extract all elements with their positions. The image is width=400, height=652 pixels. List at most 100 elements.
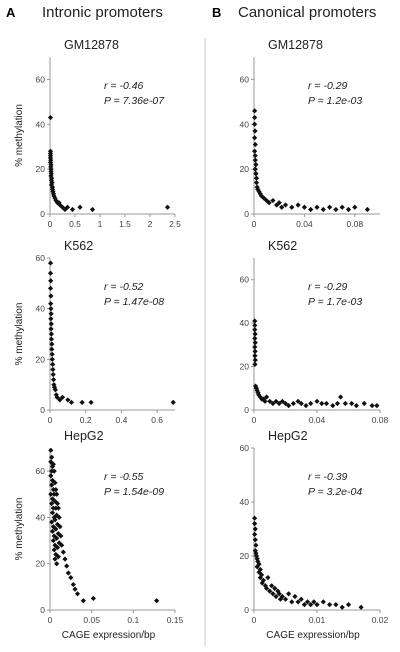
chart-a-1-point <box>164 204 171 210</box>
chart-a-2-x-tick-label: 0 <box>48 415 53 425</box>
chart-a-3-point <box>62 556 68 562</box>
chart-b-2-point <box>273 398 279 404</box>
chart-b-1-x-tick-label: 0.08 <box>347 219 364 229</box>
chart-b-1-point <box>253 171 259 177</box>
chart-b-3-point <box>282 596 289 602</box>
chart-b-1-point <box>252 157 258 163</box>
chart-b-3-point <box>295 599 301 605</box>
chart-b-3-point <box>279 593 285 600</box>
chart-b-3-point <box>254 556 260 562</box>
chart-b-3-y-tick-label: 0 <box>244 605 249 615</box>
chart-a-2-x-tick-label: 0.2 <box>80 415 92 425</box>
chart-b-1-title: GM12878 <box>268 38 323 52</box>
chart-b-1-point <box>308 206 314 213</box>
chart-a-1-point <box>77 204 83 210</box>
chart-b-1-stat-p: P = 1.2e-03 <box>308 95 362 107</box>
chart-a-2-point <box>53 392 59 398</box>
chart-a-3-point <box>56 514 62 521</box>
chart-b-2-point <box>282 400 289 407</box>
chart-b-3-point <box>260 577 267 583</box>
chart-b-1-point <box>252 148 258 154</box>
chart-b-1-point <box>252 121 258 127</box>
chart-a-1-x-tick-label: 1 <box>98 219 103 229</box>
chart-b-2-point <box>252 357 258 363</box>
chart-b-3-point <box>311 599 317 605</box>
chart-b-1-x-tick-label: 0.04 <box>296 219 313 229</box>
chart-b-2-point <box>270 400 276 407</box>
chart-a-3-point <box>74 591 81 597</box>
chart-b-3-point <box>275 588 281 594</box>
chart-b-3-point <box>254 564 260 570</box>
chart-a-2-point <box>48 326 54 332</box>
chart-b-2-point <box>264 394 270 400</box>
chart-b-1-point <box>252 108 258 114</box>
chart-a-2-point <box>49 351 55 357</box>
chart-b-3-point <box>308 602 314 608</box>
chart-a-3-point <box>65 570 71 576</box>
chart-b-2-point <box>286 403 292 409</box>
chart-b-2-title: K562 <box>268 239 297 253</box>
chart-a-2-point <box>48 316 54 322</box>
chart-b-2-x-tick-label: 0 <box>252 415 257 425</box>
chart-a-2-y-label: % methylation <box>14 303 25 366</box>
chart-b-1-point <box>255 186 261 192</box>
chart-b-1-point <box>295 202 301 208</box>
chart-a-3-y-tick-label: 20 <box>36 559 46 569</box>
chart-a-1-point <box>89 206 96 213</box>
chart-b-2-stat-r: r = -0.29 <box>308 281 348 293</box>
chart-a-2-point <box>49 356 55 362</box>
chart-b-2: 0 20 40 60 0 0.04 0.08 K562 r = -0.29 P = 1.7e-03 <box>240 239 389 425</box>
chart-b-3-stat-r: r = -0.39 <box>308 471 348 483</box>
chart-b-1-point <box>254 184 260 190</box>
chart-b-3-point <box>269 583 275 589</box>
chart-b-2-point <box>369 403 375 409</box>
chart-a-3-point <box>55 554 61 560</box>
chart-b-3-y-tick-label: 20 <box>240 551 250 561</box>
chart-b-2-point <box>252 383 259 389</box>
chart-a-1-y-tick-label: 60 <box>36 74 46 84</box>
chart-b-3-point <box>339 604 345 610</box>
chart-b-3-point <box>256 561 262 567</box>
panel-b-letter: B <box>212 5 221 20</box>
chart-b-3-point <box>272 585 278 591</box>
chart-a-1-point <box>47 114 54 121</box>
chart-b-2-point <box>260 396 267 402</box>
chart-a-3-y-tick-label: 0 <box>40 605 45 615</box>
chart-a-1-y-tick-label: 20 <box>36 164 46 174</box>
chart-b-2-point <box>298 400 304 407</box>
chart-a-2-y-tick-label: 20 <box>36 354 46 364</box>
chart-a-3-point <box>49 528 56 534</box>
chart-a-3-x-tick-label: 0.15 <box>167 615 184 625</box>
chart-a-3: 0 20 40 60 0 0.05 0.1 0.15 HepG2 r = -0.55 P = 1.5… <box>14 429 184 641</box>
chart-b-3-point <box>252 515 258 521</box>
chart-a-1-x-tick-label: 1.5 <box>119 219 131 229</box>
chart-a-2-point <box>47 285 54 291</box>
chart-a-2-point <box>48 293 54 299</box>
chart-b-3-point <box>327 602 333 608</box>
chart-a-2-point <box>88 399 94 405</box>
chart-b-1-point <box>252 128 258 134</box>
chart-a-2-point <box>65 397 71 403</box>
chart-b-2-stat-p: P = 1.7e-03 <box>308 296 362 308</box>
chart-a-1: 0 20 40 60 0 0.5 1 1.5 2 2.5 GM12878 r = -0.46 P = 7… <box>14 38 181 229</box>
chart-a-2-point <box>50 361 56 367</box>
chart-b-3-point <box>277 596 284 602</box>
chart-a-3-point <box>53 487 59 493</box>
chart-b-3: 0 20 40 60 0 0.01 0.02 HepG2 r = -0.39 P = 3.2e-0… <box>240 429 389 641</box>
chart-b-1-point <box>252 153 258 159</box>
chart-a-3-point <box>57 524 63 530</box>
chart-b-1-stat-r: r = -0.29 <box>308 80 348 92</box>
chart-a-2-point <box>48 331 55 337</box>
chart-a-3-point <box>50 461 56 467</box>
chart-a-3-point <box>52 556 58 562</box>
chart-b-3-point <box>270 591 276 597</box>
chart-b-2-y-tick-label: 60 <box>240 275 250 285</box>
chart-b-1-x-tick-label: 0 <box>252 219 257 229</box>
chart-a-3-point <box>53 551 59 558</box>
chart-a-3-point <box>54 491 60 497</box>
chart-a-3-point <box>52 480 58 486</box>
chart-b-1-point <box>327 204 333 210</box>
chart-b-1-point <box>253 180 260 186</box>
chart-b-1: 0 20 40 60 0 0.04 0.08 GM12878 r = -0.29 P = 1.2e… <box>240 38 380 229</box>
chart-a-2-point <box>49 341 55 347</box>
